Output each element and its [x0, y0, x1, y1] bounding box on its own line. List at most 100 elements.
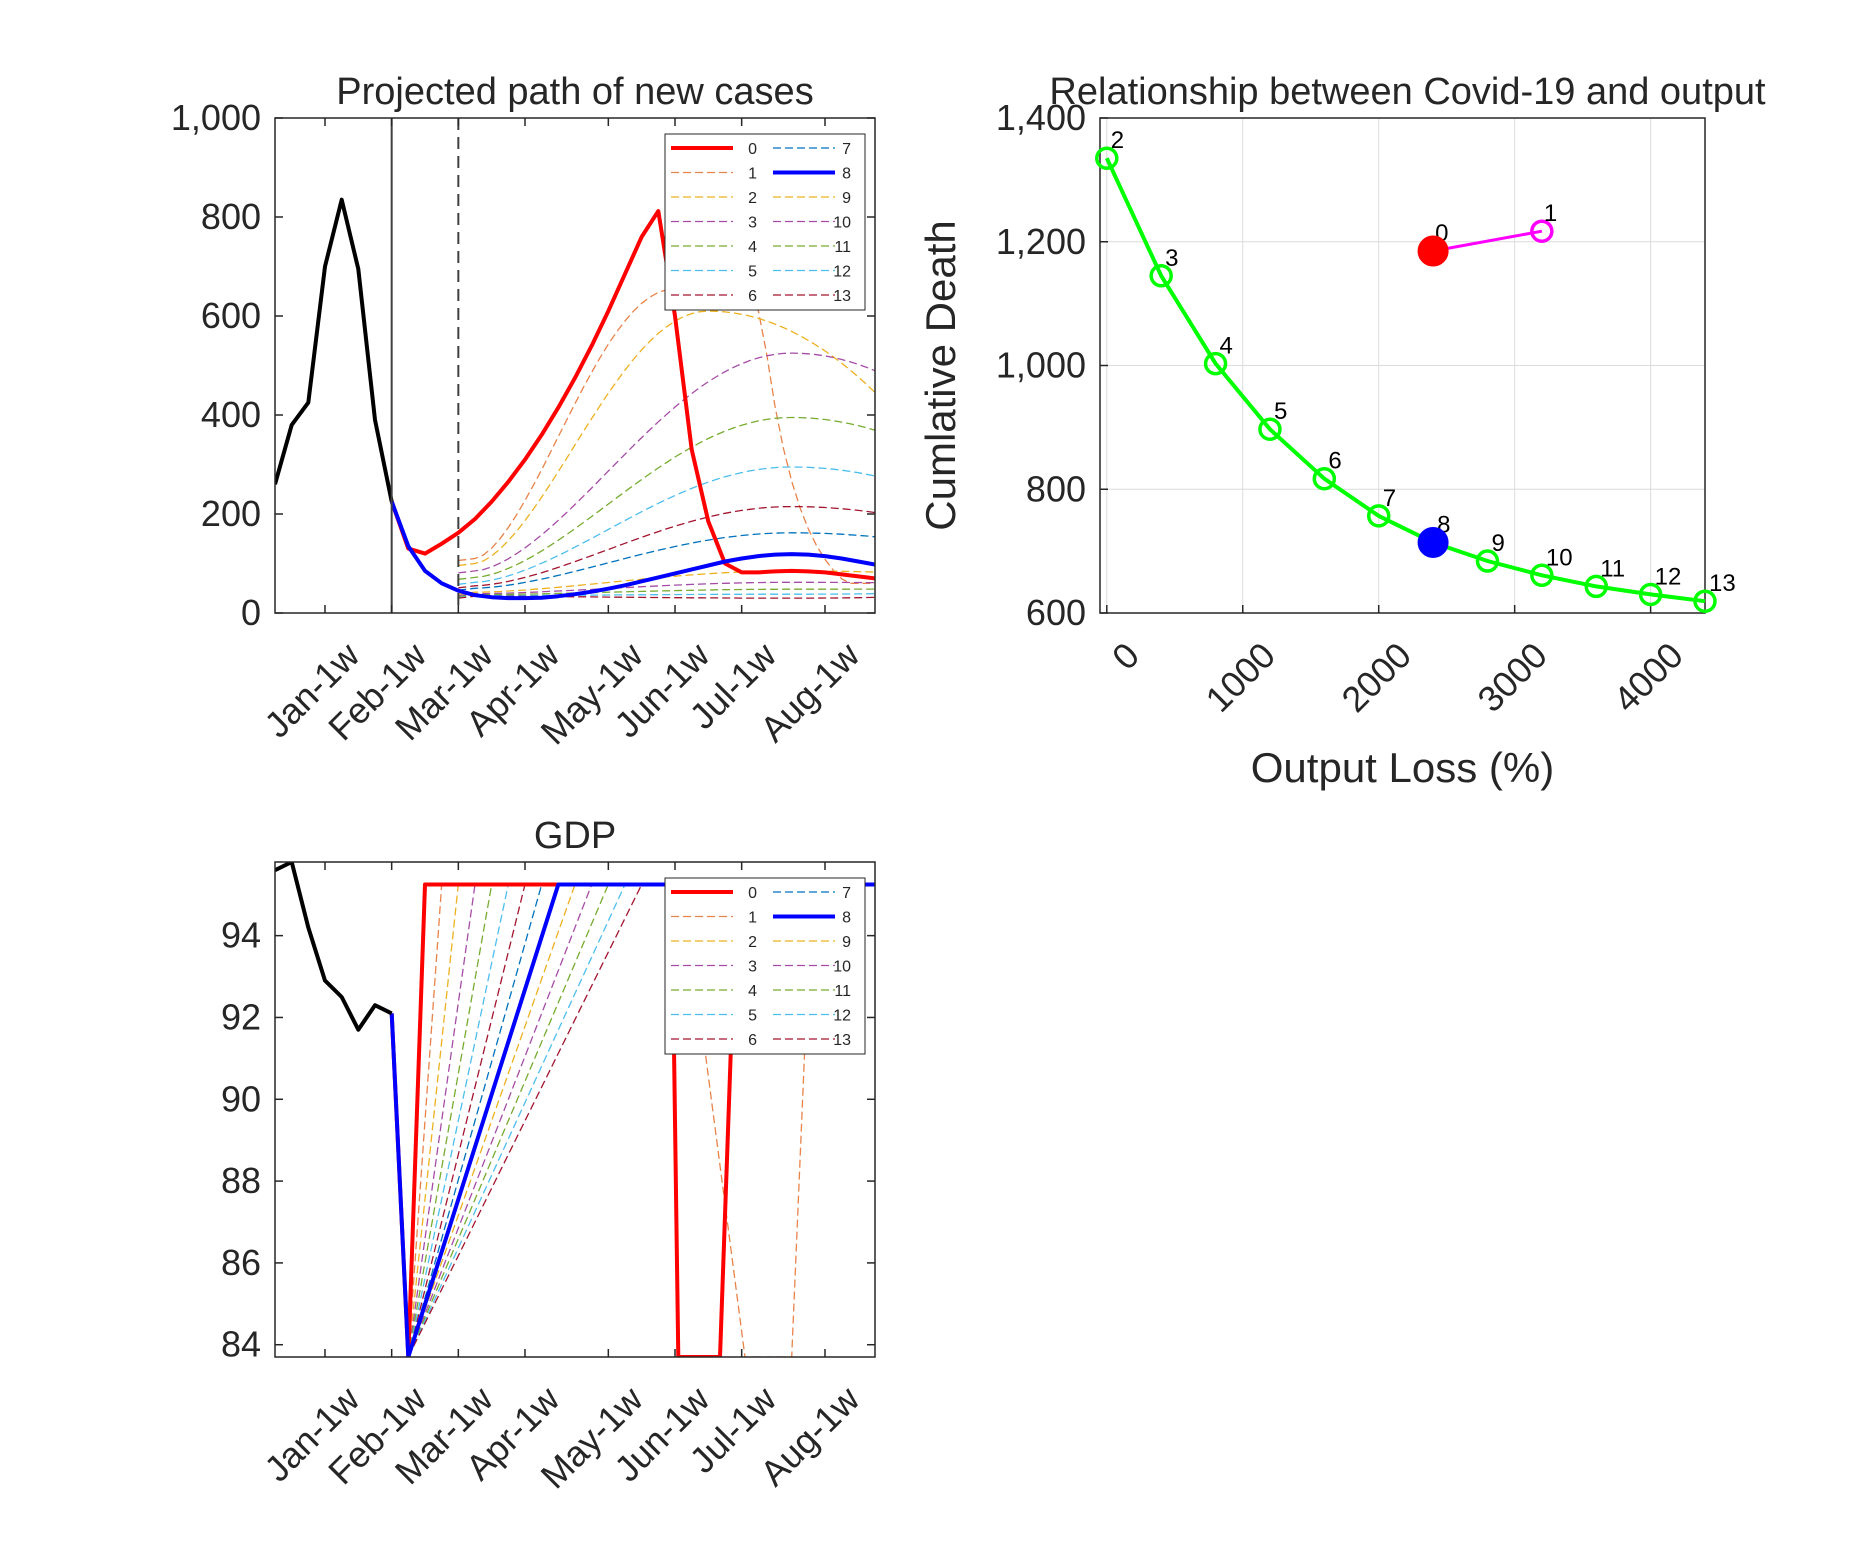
gdp-series-line-3 — [407, 883, 875, 1357]
gdp-legend-label: 4 — [748, 983, 757, 1000]
gdp-panel: 848688909294Jan-1wFeb-1wMar-1wApr-1wMay-… — [221, 815, 876, 1496]
gdp-ytick-label: 84 — [221, 1324, 261, 1365]
tradeoff-point-label: 6 — [1328, 448, 1341, 475]
cases-ytick-label: 200 — [201, 493, 261, 534]
cases-legend-label: 8 — [842, 166, 851, 183]
tradeoff-point-label: 12 — [1655, 563, 1682, 590]
gdp-ytick-label: 92 — [221, 996, 261, 1037]
gdp-legend-label: 12 — [833, 1008, 851, 1025]
tradeoff-ytick-label: 1,400 — [996, 97, 1086, 138]
cases-ytick-label: 800 — [201, 196, 261, 237]
tradeoff-frontier-point — [1095, 146, 1119, 170]
tradeoff-frontier-point — [1693, 589, 1717, 613]
tradeoff-frontier-line — [1104, 157, 1706, 604]
gdp-legend-label: 3 — [748, 959, 757, 976]
cases-series-line-0 — [389, 209, 875, 581]
gdp-legend-label: 2 — [748, 934, 757, 951]
gdp-ytick-label: 88 — [221, 1160, 261, 1201]
cases-series-line-4 — [458, 416, 875, 580]
tradeoff-point-label: 9 — [1491, 530, 1504, 557]
tradeoff-title: Relationship between Covid-19 and output — [1049, 71, 1766, 113]
cases-legend-label: 7 — [842, 141, 851, 158]
gdp-legend-label: 9 — [842, 934, 851, 951]
cases-series-line-7 — [458, 532, 875, 591]
tradeoff-frontier-point — [1203, 351, 1228, 376]
tradeoff-frontier-point — [1530, 563, 1554, 588]
tradeoff-frontier-point — [1638, 582, 1663, 607]
gdp-legend-label: 5 — [748, 1008, 757, 1025]
cases-legend-label: 4 — [748, 239, 757, 256]
cases-series-line-11 — [458, 588, 875, 598]
tradeoff-frontier-point — [1149, 264, 1173, 288]
cases-legend-label: 1 — [748, 166, 757, 183]
cases-legend-label: 10 — [833, 215, 851, 232]
tradeoff-point-label: 3 — [1165, 245, 1178, 272]
cases-legend-label: 0 — [748, 141, 757, 158]
tradeoff-xtick-label: 3000 — [1469, 634, 1555, 720]
gdp-legend-label: 6 — [748, 1032, 757, 1049]
tradeoff-pair-point — [1530, 219, 1554, 243]
gdp-ytick-label: 86 — [221, 1242, 261, 1283]
tradeoff-point-label: 11 — [1600, 555, 1625, 582]
gdp-legend-label: 10 — [833, 959, 851, 976]
cases-axes-box — [274, 117, 876, 614]
tradeoff-xtick-label: 1000 — [1197, 634, 1283, 720]
tradeoff-highlight-point — [1417, 235, 1449, 267]
gdp-series-line-13 — [407, 883, 875, 1357]
gdp-legend-label: 13 — [833, 1032, 851, 1049]
cases-ytick-label: 1,000 — [171, 97, 261, 138]
gdp-ytick-label: 94 — [221, 915, 261, 956]
cases-series-line-1 — [458, 288, 875, 584]
gdp-title: GDP — [534, 815, 616, 857]
tradeoff-frontier-point — [1475, 549, 1500, 573]
cases-series-line-10 — [458, 581, 875, 597]
tradeoff-frontier-point — [1366, 504, 1391, 528]
tradeoff-frontier-point — [1258, 417, 1282, 441]
tradeoff-point-label: 7 — [1383, 485, 1396, 512]
cases-ytick-label: 600 — [201, 295, 261, 336]
tradeoff-ytick-label: 600 — [1026, 592, 1086, 633]
tradeoff-xtick-label: 0 — [1104, 634, 1147, 677]
tradeoff-xlabel: Output Loss (%) — [1251, 744, 1554, 791]
gdp-legend-label: 7 — [842, 885, 851, 902]
cases-legend-label: 3 — [748, 215, 757, 232]
cases-ytick-label: 400 — [201, 394, 261, 435]
cases-plot-area — [275, 118, 875, 613]
cases-legend-label: 11 — [834, 239, 851, 256]
gdp-legend-label: 11 — [834, 983, 851, 1000]
tradeoff-ylabel: Cumlative Death — [917, 220, 964, 530]
tradeoff-point-label: 2 — [1111, 127, 1124, 154]
tradeoff-point-label: 13 — [1709, 570, 1736, 597]
cases-legend-label: 12 — [833, 264, 851, 281]
cases-panel: 02004006008001,000Jan-1wFeb-1wMar-1wApr-… — [171, 71, 876, 752]
cases-series-line-13 — [458, 595, 875, 599]
cases-legend-label: 6 — [748, 288, 757, 305]
tradeoff-point-label: 10 — [1546, 544, 1573, 571]
tradeoff-highlight-point — [1417, 526, 1449, 558]
gdp-legend-label: 1 — [748, 910, 757, 927]
gdp-legend-label: 8 — [842, 910, 851, 927]
tradeoff-point-label: 1 — [1544, 200, 1557, 227]
tradeoff-point-label: 5 — [1274, 398, 1287, 425]
tradeoff-xtick-label: 4000 — [1605, 634, 1691, 720]
tradeoff-panel: 600 800 1,000 1,200 1,400 0 1000 2000 3000 4000 2 3… — [917, 71, 1766, 791]
cases-series-line-2 — [458, 310, 875, 567]
cases-ytick-label: 0 — [241, 592, 261, 633]
cases-series-line-3 — [458, 352, 875, 574]
gdp-history-line — [275, 862, 393, 1032]
cases-legend-label: 13 — [833, 288, 851, 305]
tradeoff-point-label: 4 — [1220, 333, 1233, 360]
cases-series-line-12 — [458, 593, 875, 599]
tradeoff-ytick-label: 800 — [1026, 468, 1086, 509]
gdp-ytick-label: 90 — [221, 1078, 261, 1119]
tradeoff-frontier-point — [1584, 574, 1608, 599]
cases-series-line-8 — [389, 500, 875, 601]
gdp-axes-box — [274, 861, 876, 1358]
cases-legend-label: 2 — [748, 190, 757, 207]
cases-legend-label: 5 — [748, 264, 757, 281]
cases-legend-label: 9 — [842, 190, 851, 207]
tradeoff-ytick-label: 1,200 — [996, 221, 1086, 262]
cases-title: Projected path of new cases — [336, 71, 813, 113]
